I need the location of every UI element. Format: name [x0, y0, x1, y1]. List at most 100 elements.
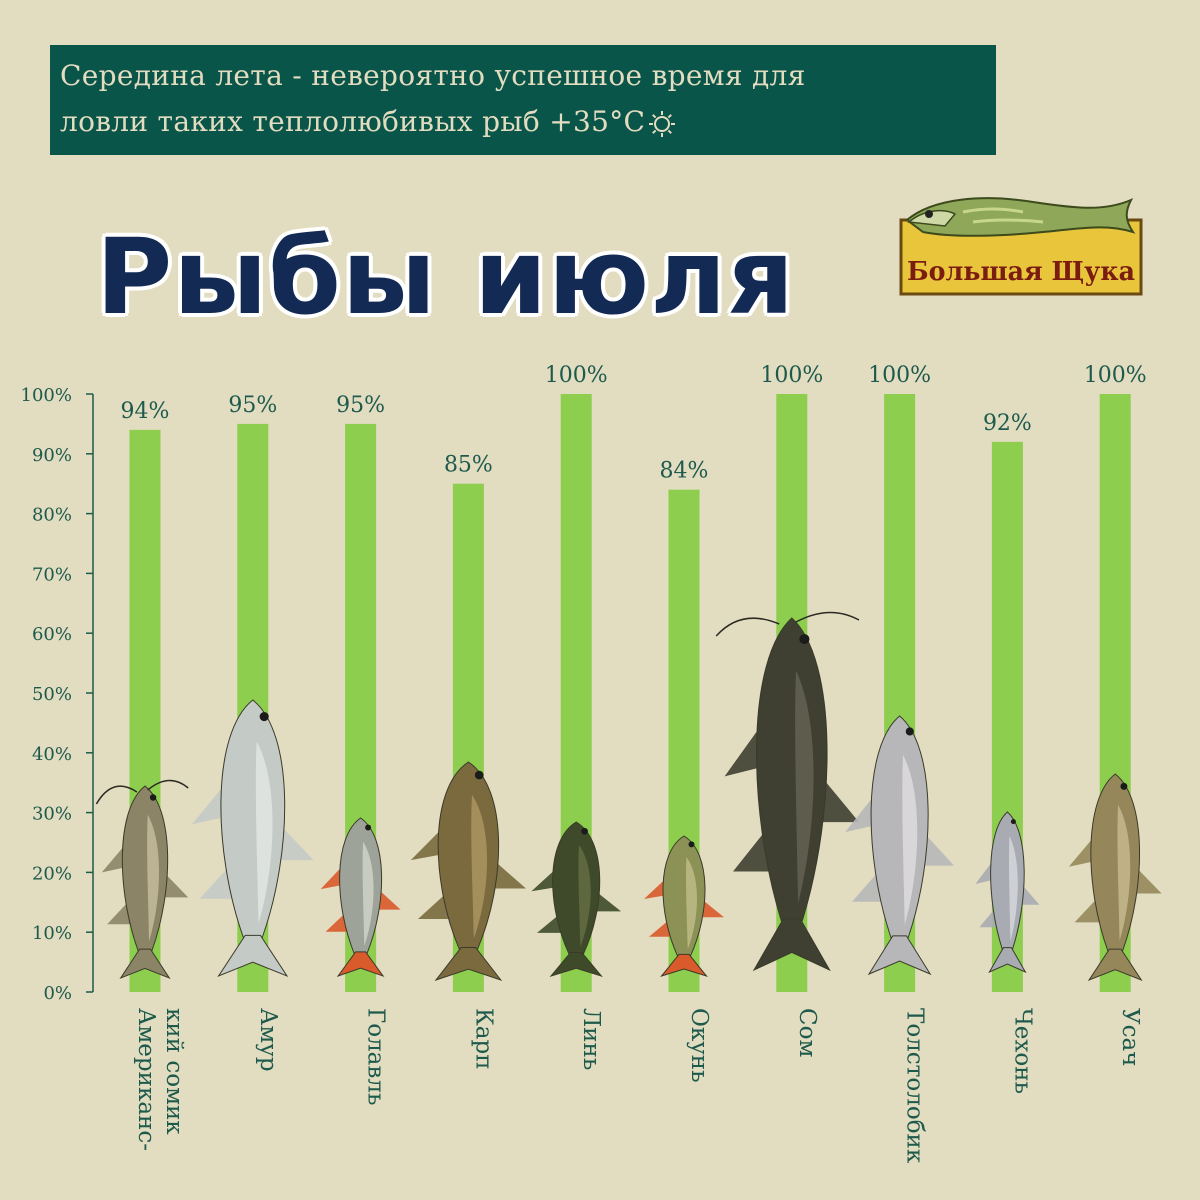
category-label: Амур — [255, 1008, 281, 1072]
fin — [649, 920, 672, 937]
fin — [1074, 897, 1101, 923]
fish-body — [437, 761, 500, 950]
fish-belly — [795, 670, 814, 904]
fish-belly — [255, 741, 273, 924]
data-label: 100% — [760, 363, 823, 388]
data-label: 100% — [545, 363, 608, 388]
fin — [817, 776, 859, 823]
fin — [724, 723, 767, 777]
category-label: Голавль — [363, 1008, 389, 1105]
data-label: 84% — [660, 459, 709, 484]
fish-belly — [1117, 804, 1131, 941]
fish-eye — [688, 841, 695, 848]
y-tick-label: 70% — [32, 564, 72, 585]
sabrefish-icon — [975, 811, 1040, 974]
banner-line-1: Середина лета - невероятно успешное врем… — [60, 59, 806, 92]
category-labels: Американс-кий сомик Амур Голавль Карп Линь Ок… — [133, 1008, 1143, 1164]
grass-carp-icon — [192, 699, 314, 978]
y-tick-label: 80% — [32, 505, 72, 526]
y-tick-label: 60% — [32, 624, 72, 645]
fish-body — [121, 785, 169, 952]
fish-eye — [799, 634, 810, 645]
banner-line-2-text: ловли таких теплолюбивых рыб +35°C — [60, 105, 646, 138]
category-label: Усач — [1117, 1008, 1143, 1066]
banner-text: Середина лета - невероятно успешное врем… — [60, 53, 990, 145]
fish-belly — [1008, 836, 1018, 942]
fish-body — [870, 715, 929, 939]
fish-body — [220, 699, 286, 938]
fin — [418, 892, 451, 919]
y-tick-label: 100% — [21, 385, 72, 406]
fish-tail — [549, 951, 603, 977]
fin — [979, 908, 998, 928]
fish-tail — [336, 951, 385, 978]
fin — [852, 870, 883, 902]
y-tick-label: 0% — [43, 983, 72, 1004]
fish-illustrations — [95, 611, 1162, 982]
data-label: 95% — [228, 393, 277, 418]
catfish-icon — [95, 779, 189, 980]
fin — [161, 872, 189, 898]
fin — [375, 889, 401, 910]
wels-catfish-icon — [715, 611, 860, 972]
fin — [733, 829, 771, 872]
fin — [107, 901, 132, 925]
fish-belly — [362, 841, 374, 946]
category-label: Карп — [470, 1008, 496, 1070]
fish-tail — [1087, 948, 1143, 982]
category-label: Чехонь — [1009, 1008, 1035, 1094]
fish-body — [552, 821, 601, 955]
fin — [1019, 884, 1040, 905]
fin — [199, 865, 234, 899]
barbel-icon — [1068, 773, 1162, 982]
fin — [275, 824, 314, 861]
bars — [129, 394, 1131, 993]
fish-eye — [259, 712, 269, 722]
fish-whiskers — [95, 779, 189, 805]
fin — [490, 860, 526, 889]
fish-tail — [119, 948, 171, 980]
fish-tail — [867, 935, 932, 976]
y-tick-label: 40% — [32, 744, 72, 765]
fin — [537, 914, 563, 933]
y-tick-label: 20% — [32, 863, 72, 884]
fish-whiskers — [715, 611, 860, 637]
fish-eye — [1120, 782, 1128, 790]
category-label: Толстолобик — [902, 1008, 928, 1164]
y-tick-label: 90% — [32, 445, 72, 466]
pike-logo-icon: Большая Щука — [899, 197, 1143, 296]
perch-icon — [644, 835, 724, 977]
fin — [593, 891, 621, 912]
header-banner: Середина лета - невероятно успешное врем… — [50, 45, 996, 155]
fish-eye — [581, 827, 588, 835]
fin — [699, 899, 724, 918]
fish-eye — [905, 727, 914, 736]
fish-eye — [365, 824, 372, 831]
chub-icon — [320, 817, 401, 978]
data-label: 95% — [336, 393, 385, 418]
category-label: кий сомик — [161, 1008, 187, 1135]
y-tick-label: 50% — [32, 684, 72, 705]
fish-belly — [685, 857, 697, 950]
fin — [325, 912, 349, 932]
fish-eye — [1010, 819, 1016, 825]
page-title: Рыбы июля — [96, 216, 796, 338]
data-label: 92% — [983, 411, 1032, 436]
banner-line-2: ловли таких теплолюбивых рыб +35°C — [60, 99, 990, 145]
data-label: 100% — [1084, 363, 1147, 388]
fish-body — [1090, 773, 1141, 952]
y-axis: 0% 10% 20% 30% 40% 50% 60% 70% 80% 90% 100% — [21, 385, 94, 1004]
fish-eye — [149, 794, 157, 801]
y-tick-label: 10% — [32, 923, 72, 944]
category-label: Сом — [794, 1008, 820, 1057]
silver-carp-icon — [845, 715, 954, 976]
fish-eye — [474, 770, 484, 780]
carp-icon — [410, 761, 526, 982]
fish-tail — [217, 934, 289, 978]
fish-tail — [752, 918, 831, 972]
fish-belly — [578, 845, 591, 947]
sun-icon — [649, 110, 676, 137]
fish-belly — [902, 754, 918, 925]
